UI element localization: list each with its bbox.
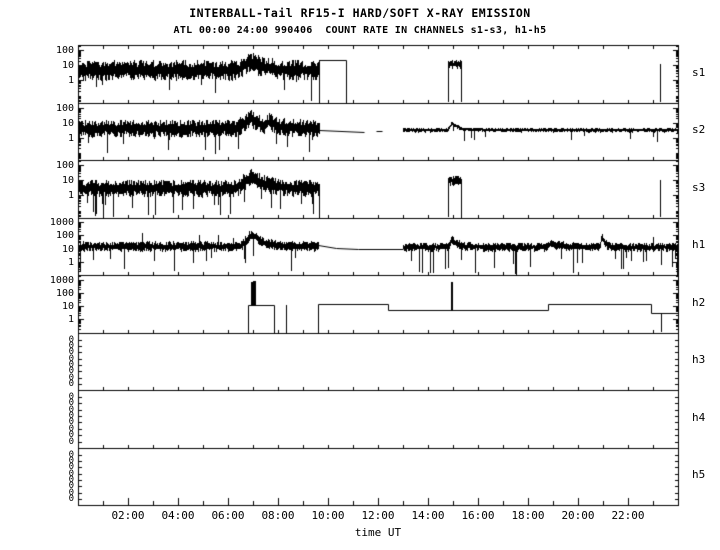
panel-label-s3: s3: [692, 180, 706, 194]
y-tick-label: 0: [68, 455, 74, 466]
y-tick-label: 0: [68, 436, 74, 447]
y-tick-label: 0: [68, 487, 74, 498]
y-tick-label: 1: [67, 132, 74, 144]
y-tick-label: 0: [68, 379, 74, 389]
x-tick-label: 06:00: [211, 509, 245, 522]
panel-label-h2: h2: [692, 295, 706, 309]
y-tick-label: 0: [68, 359, 74, 370]
panel-label-s1: s1: [692, 65, 706, 79]
chart-title: INTERBALL-Tail RF15-I HARD/SOFT X-RAY EM…: [189, 6, 531, 20]
y-tick-label: 10: [61, 60, 74, 72]
x-tick-label: 22:00: [611, 509, 645, 522]
y-tick-label: 10: [61, 175, 74, 187]
y-tick-label: 1: [67, 75, 74, 87]
y-tick-label: 10: [61, 301, 74, 313]
y-tick-label: 0: [68, 353, 74, 364]
x-tick-label: 16:00: [461, 509, 495, 522]
panel-label-h3: h3: [692, 353, 706, 367]
x-tick-label: 12:00: [361, 509, 395, 522]
y-tick-label: 0: [68, 430, 74, 441]
x-tick-label: 14:00: [411, 509, 445, 522]
y-tick-label: 1: [67, 256, 74, 268]
y-tick-label: 0: [68, 366, 74, 377]
y-tick-label: 0: [68, 468, 74, 479]
y-tick-label: 100: [55, 45, 74, 57]
y-tick-label: 0: [68, 411, 74, 422]
y-tick-label: 0: [68, 417, 74, 428]
x-tick-label: 18:00: [511, 509, 545, 522]
y-tick-label: 10: [61, 243, 74, 255]
panel-label-h1: h1: [692, 238, 706, 252]
y-tick-label: 0: [68, 334, 74, 345]
y-tick-label: 0: [68, 347, 74, 358]
x-tick-label: 08:00: [261, 509, 295, 522]
y-tick-label: 1000: [49, 274, 74, 286]
x-tick-label: 10:00: [311, 509, 345, 522]
y-tick-label: 0: [68, 449, 74, 460]
panel-label-s2: s2: [692, 123, 706, 137]
y-tick-label: 0: [68, 340, 74, 351]
y-tick-label: 0: [68, 372, 74, 383]
x-axis-title: time UT: [354, 526, 402, 539]
y-tick-label: 1: [67, 190, 74, 202]
y-tick-label: 10: [61, 117, 74, 129]
y-tick-label: 0: [68, 404, 74, 415]
y-tick-label: 0: [68, 474, 74, 485]
y-tick-label: 100: [55, 287, 74, 299]
y-tick-label: 0: [68, 462, 74, 473]
y-tick-label: 0: [68, 392, 74, 402]
y-tick-label: 0: [68, 423, 74, 434]
y-tick-label: 0: [68, 398, 74, 409]
y-tick-label: 1000: [49, 217, 74, 229]
panel-label-h4: h4: [692, 410, 706, 424]
y-tick-label: 0: [68, 494, 74, 504]
chart-subtitle: ATL 00:00 24:00 990406 COUNT RATE IN CHA…: [173, 25, 547, 36]
y-tick-label: 0: [68, 481, 74, 492]
y-tick-label: 100: [55, 160, 74, 172]
x-tick-label: 04:00: [161, 509, 195, 522]
y-tick-label: 1: [67, 314, 74, 326]
panel-label-h5: h5: [692, 468, 706, 482]
y-tick-label: 100: [55, 102, 74, 114]
x-tick-label: 20:00: [561, 509, 595, 522]
y-tick-label: 100: [55, 230, 74, 242]
x-tick-label: 02:00: [111, 509, 145, 522]
